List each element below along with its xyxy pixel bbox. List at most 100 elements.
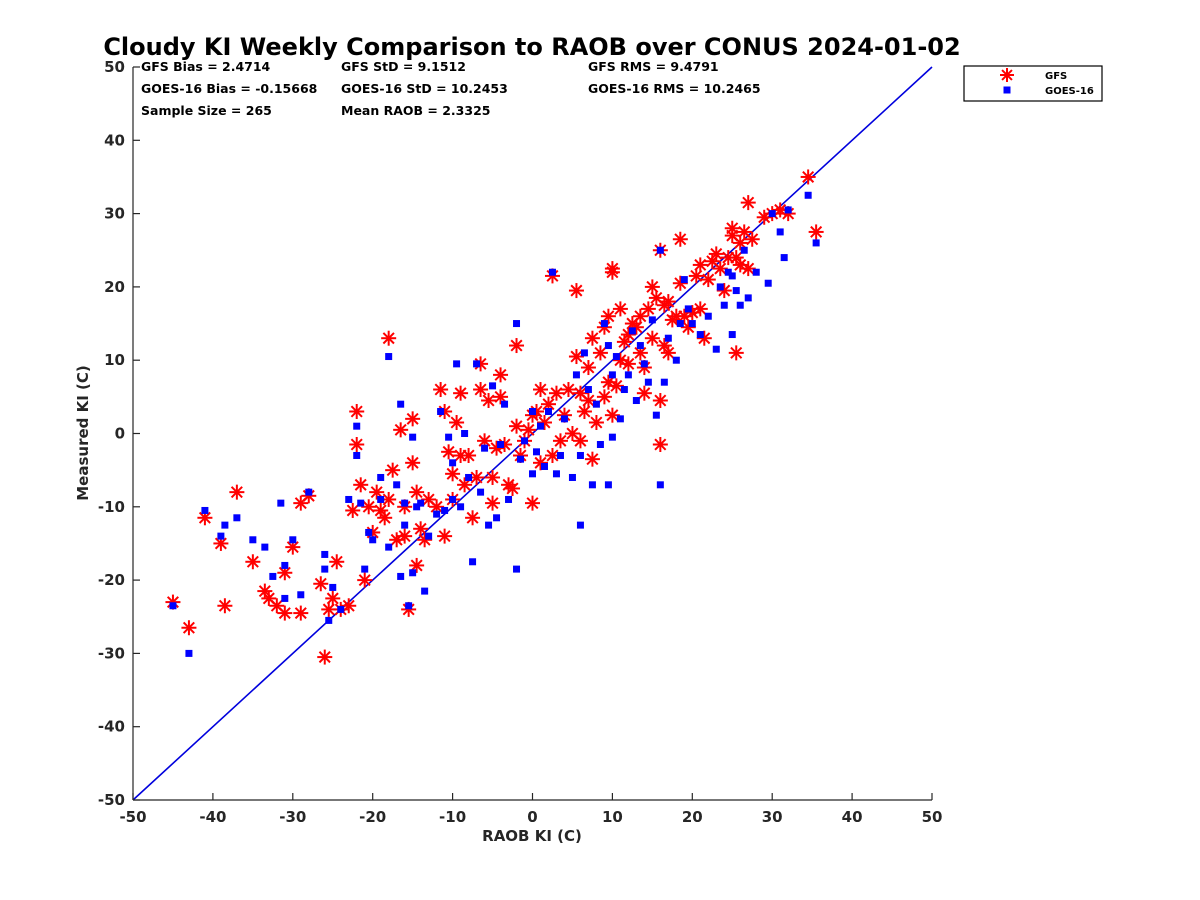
goes-16-point <box>616 415 624 423</box>
gfs-point <box>345 502 361 518</box>
goes-16-point <box>477 488 485 496</box>
legend-gfs-marker <box>1000 68 1014 82</box>
goes-16-point <box>337 605 345 613</box>
gfs-point <box>349 404 365 420</box>
goes-16-point <box>305 488 313 496</box>
gfs-point <box>217 598 233 614</box>
gfs-point <box>293 605 309 621</box>
goes-rms-text: GOES-16 RMS = 10.2465 <box>588 81 761 96</box>
x-tick-label: -30 <box>279 808 306 826</box>
goes-16-point <box>233 514 241 522</box>
goes-16-point <box>588 481 596 489</box>
goes-16-point <box>608 433 616 441</box>
goes-16-point <box>297 591 305 599</box>
gfs-point <box>700 272 716 288</box>
goes-16-point <box>393 481 401 489</box>
goes-16-point <box>409 433 417 441</box>
goes-16-point <box>720 301 728 309</box>
goes-16-point <box>640 360 648 368</box>
goes-16-point <box>357 499 365 507</box>
goes-16-point <box>732 287 740 295</box>
y-tick-label: -10 <box>98 498 125 516</box>
goes-16-point <box>776 228 784 236</box>
gfs-point <box>509 418 525 434</box>
gfs-point <box>361 499 377 515</box>
gfs-point <box>313 576 329 592</box>
goes-16-point <box>812 239 820 247</box>
y-tick-label: -30 <box>98 644 125 662</box>
gfs-point <box>580 393 596 409</box>
goes-16-point <box>353 451 361 459</box>
x-tick-label: 10 <box>602 808 623 826</box>
goes-16-point <box>421 587 429 595</box>
gfs-point <box>692 301 708 317</box>
x-tick-label: 0 <box>527 808 537 826</box>
goes-16-point <box>321 565 329 573</box>
gfs-point <box>584 330 600 346</box>
gfs-point <box>572 433 588 449</box>
goes-16-point <box>521 437 529 445</box>
goes-16-point <box>433 510 441 518</box>
gfs-point <box>528 404 544 420</box>
gfs-point <box>636 385 652 401</box>
goes-16-point <box>696 331 704 339</box>
gfs-point <box>728 345 744 361</box>
goes-16-point <box>409 569 417 577</box>
goes-16-point <box>385 353 393 361</box>
goes-16-point <box>441 506 449 514</box>
legend-goes-label: GOES-16 <box>1045 86 1094 97</box>
x-tick-label: -20 <box>359 808 386 826</box>
goes-16-point <box>604 481 612 489</box>
goes-16-point <box>804 191 812 199</box>
goes-16-point <box>548 268 556 276</box>
gfs-point <box>485 495 501 511</box>
goes-16-point <box>457 503 465 511</box>
goes-16-point <box>417 499 425 507</box>
goes-16-point <box>329 583 337 591</box>
gfs-point <box>660 294 676 310</box>
goes-16-point <box>249 536 257 544</box>
y-tick-label: -40 <box>98 718 125 736</box>
gfs-point <box>536 415 552 431</box>
goes-bias-text: GOES-16 Bias = -0.15668 <box>141 81 317 96</box>
goes-16-point <box>604 342 612 350</box>
goes-16-point <box>608 371 616 379</box>
gfs-point <box>600 308 616 324</box>
goes-16-series <box>169 191 820 657</box>
gfs-point <box>381 330 397 346</box>
gfs-point <box>744 231 760 247</box>
x-tick-label: 20 <box>682 808 703 826</box>
gfs-point <box>644 279 660 295</box>
legend-goes-marker-glyph <box>1003 86 1011 94</box>
gfs-point <box>493 367 509 383</box>
x-tick-label: -10 <box>439 808 466 826</box>
goes-16-point <box>397 572 405 580</box>
x-tick-label: 30 <box>762 808 783 826</box>
goes-16-point <box>680 276 688 284</box>
goes-16-point <box>401 521 409 529</box>
gfs-point <box>397 499 413 515</box>
goes-16-point <box>712 345 720 353</box>
legend: GFS GOES-16 <box>963 65 1103 102</box>
goes-std-text: GOES-16 StD = 10.2453 <box>341 81 508 96</box>
gfs-point <box>405 411 421 427</box>
gfs-point <box>457 477 473 493</box>
goes-16-point <box>644 378 652 386</box>
goes-16-point <box>281 561 289 569</box>
goes-16-point <box>513 320 521 328</box>
goes-16-point <box>405 602 413 610</box>
goes-16-point <box>217 532 225 540</box>
gfs-point <box>245 554 261 570</box>
gfs-point <box>385 462 401 478</box>
gfs-point <box>532 455 548 471</box>
goes-16-point <box>752 268 760 276</box>
goes-16-point <box>493 514 501 522</box>
goes-16-point <box>377 473 385 481</box>
gfs-point <box>604 261 620 277</box>
gfs-point <box>181 620 197 636</box>
gfs-point <box>349 436 365 452</box>
goes-16-point <box>764 279 772 287</box>
goes-16-point <box>501 400 509 408</box>
goes-16-point <box>784 206 792 214</box>
gfs-point <box>692 257 708 273</box>
